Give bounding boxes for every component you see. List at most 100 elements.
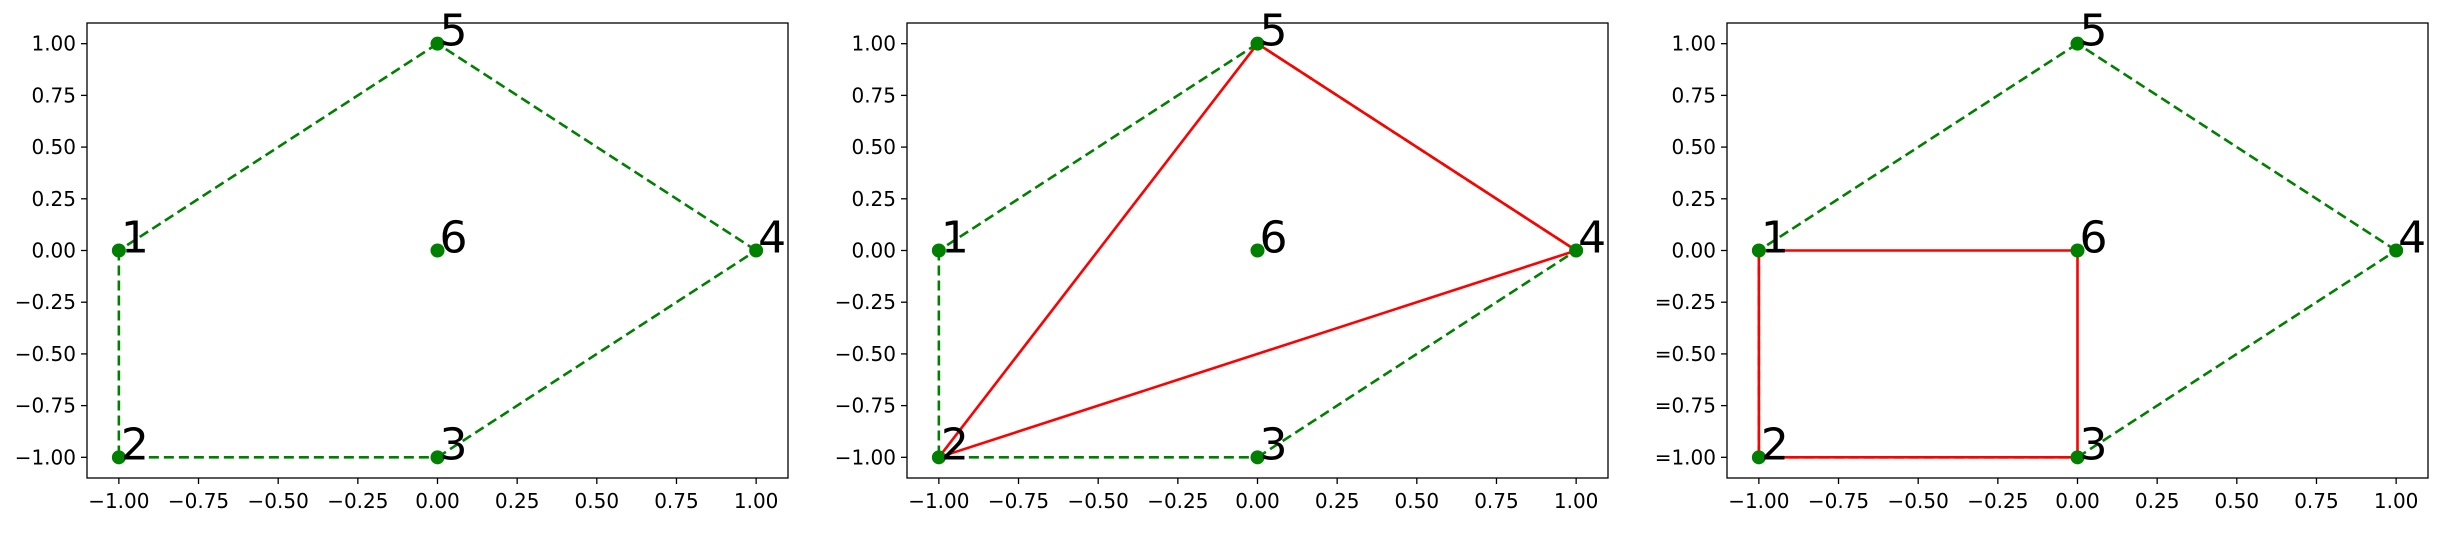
point-label-2: 2: [941, 419, 969, 470]
y-tick-label: 0.00: [851, 239, 896, 263]
point-3: [2070, 450, 2085, 465]
x-tick-label: −1.00: [88, 489, 149, 513]
y-tick-label: −0.25: [15, 290, 76, 314]
point-label-6: 6: [440, 213, 468, 264]
point-2: [931, 450, 946, 465]
solid-edge-5-4: [1256, 42, 1577, 252]
y-tick-label: 0.50: [851, 135, 896, 159]
point-2: [1751, 450, 1766, 465]
solid-edge-2-5: [937, 42, 1259, 459]
point-3: [430, 450, 445, 465]
point-label-1: 1: [941, 213, 969, 264]
y-tick-label: −1.00: [15, 445, 76, 469]
x-tick-label: −0.50: [1888, 489, 1949, 513]
x-tick-label: 1.00: [2374, 489, 2419, 513]
point-4: [749, 243, 764, 258]
dashed-edge-3-4: [2076, 249, 2397, 459]
x-tick-label: 0.50: [1395, 489, 1440, 513]
point-label-4: 4: [758, 213, 786, 264]
y-tick-label: =1.00: [1655, 445, 1716, 469]
x-tick-label: −0.50: [1068, 489, 1129, 513]
point-label-5: 5: [1260, 6, 1288, 57]
x-tick-label: 1.00: [734, 489, 779, 513]
x-tick-label: 0.75: [2294, 489, 2339, 513]
point-label-5: 5: [2080, 6, 2108, 57]
point-6: [2070, 243, 2085, 258]
x-tick-label: 0.50: [575, 489, 620, 513]
point-label-1: 1: [121, 213, 149, 264]
point-label-4: 4: [1578, 213, 1606, 264]
y-tick-label: 0.00: [31, 239, 76, 263]
x-tick-label: 0.25: [495, 489, 540, 513]
y-tick-label: 0.50: [1671, 135, 1716, 159]
x-tick-label: 0.00: [2055, 489, 2100, 513]
point-6: [1250, 243, 1265, 258]
point-5: [1250, 36, 1265, 51]
point-label-2: 2: [1761, 419, 1789, 470]
point-label-2: 2: [121, 419, 149, 470]
point-1: [931, 243, 946, 258]
point-label-3: 3: [2080, 419, 2108, 470]
dashed-edge-5-1: [118, 42, 439, 252]
x-tick-label: −0.50: [248, 489, 309, 513]
x-tick-label: 0.75: [654, 489, 699, 513]
y-tick-label: −0.50: [835, 342, 896, 366]
x-tick-label: −0.25: [1967, 489, 2028, 513]
y-tick-label: 1.00: [1671, 32, 1716, 56]
x-tick-label: −0.25: [1147, 489, 1208, 513]
x-tick-label: 0.50: [2215, 489, 2260, 513]
y-tick-label: 0.50: [31, 135, 76, 159]
x-tick-label: 0.00: [415, 489, 460, 513]
chart-panel-2: −1.00 −0.75 −0.50 −0.25 0.00 0.25 0.50 0.75 1.00…: [835, 6, 1609, 513]
chart-panel-3: −1.00 −0.75 −0.50 −0.25 0.00 0.25 0.50 0.75 1.00…: [1655, 6, 2429, 513]
dashed-edge-5-1: [1758, 42, 2079, 252]
x-tick-label: −0.75: [1808, 489, 1869, 513]
y-tick-label: 1.00: [31, 32, 76, 56]
point-3: [1250, 450, 1265, 465]
y-tick-label: 0.25: [1671, 187, 1716, 211]
x-tick-label: −0.25: [327, 489, 388, 513]
chart-panel-1: −1.00 −0.75 −0.50 −0.25 0.00 0.25 0.50 0.75 1.00…: [15, 6, 789, 513]
point-5: [2070, 36, 2085, 51]
x-tick-label: −1.00: [908, 489, 969, 513]
y-tick-label: =0.75: [1655, 394, 1716, 418]
dashed-edge-4-5: [2076, 42, 2397, 252]
dashed-edge-4-5: [436, 42, 757, 252]
y-tick-label: −0.50: [15, 342, 76, 366]
dashed-edge-3-4: [436, 249, 757, 459]
y-tick-label: −1.00: [835, 445, 896, 469]
x-tick-label: −0.75: [168, 489, 229, 513]
dashed-edge-3-4: [1256, 249, 1577, 459]
x-tick-label: −1.00: [1728, 489, 1789, 513]
point-label-4: 4: [2398, 213, 2426, 264]
point-label-3: 3: [440, 419, 468, 470]
point-label-6: 6: [2080, 213, 2108, 264]
point-label-1: 1: [1761, 213, 1789, 264]
point-1: [1751, 243, 1766, 258]
y-tick-label: 0.25: [31, 187, 76, 211]
y-tick-label: 0.75: [1671, 83, 1716, 107]
point-label-5: 5: [440, 6, 468, 57]
point-label-3: 3: [1260, 419, 1288, 470]
solid-edge-4-2: [938, 249, 1577, 459]
point-label-6: 6: [1260, 213, 1288, 264]
point-1: [111, 243, 126, 258]
y-tick-label: =0.25: [1655, 290, 1716, 314]
y-tick-label: 0.25: [851, 187, 896, 211]
x-tick-label: 0.00: [1235, 489, 1280, 513]
x-tick-label: 1.00: [1554, 489, 1599, 513]
y-tick-label: −0.25: [835, 290, 896, 314]
y-tick-label: −0.75: [15, 394, 76, 418]
x-tick-label: −0.75: [988, 489, 1049, 513]
y-tick-label: 0.75: [31, 83, 76, 107]
y-tick-label: 1.00: [851, 32, 896, 56]
dashed-edge-5-1: [938, 42, 1259, 252]
y-tick-label: =0.50: [1655, 342, 1716, 366]
point-6: [430, 243, 445, 258]
x-tick-label: 0.75: [1474, 489, 1519, 513]
y-tick-label: −0.75: [835, 394, 896, 418]
y-tick-label: 0.00: [1671, 239, 1716, 263]
point-4: [1569, 243, 1584, 258]
